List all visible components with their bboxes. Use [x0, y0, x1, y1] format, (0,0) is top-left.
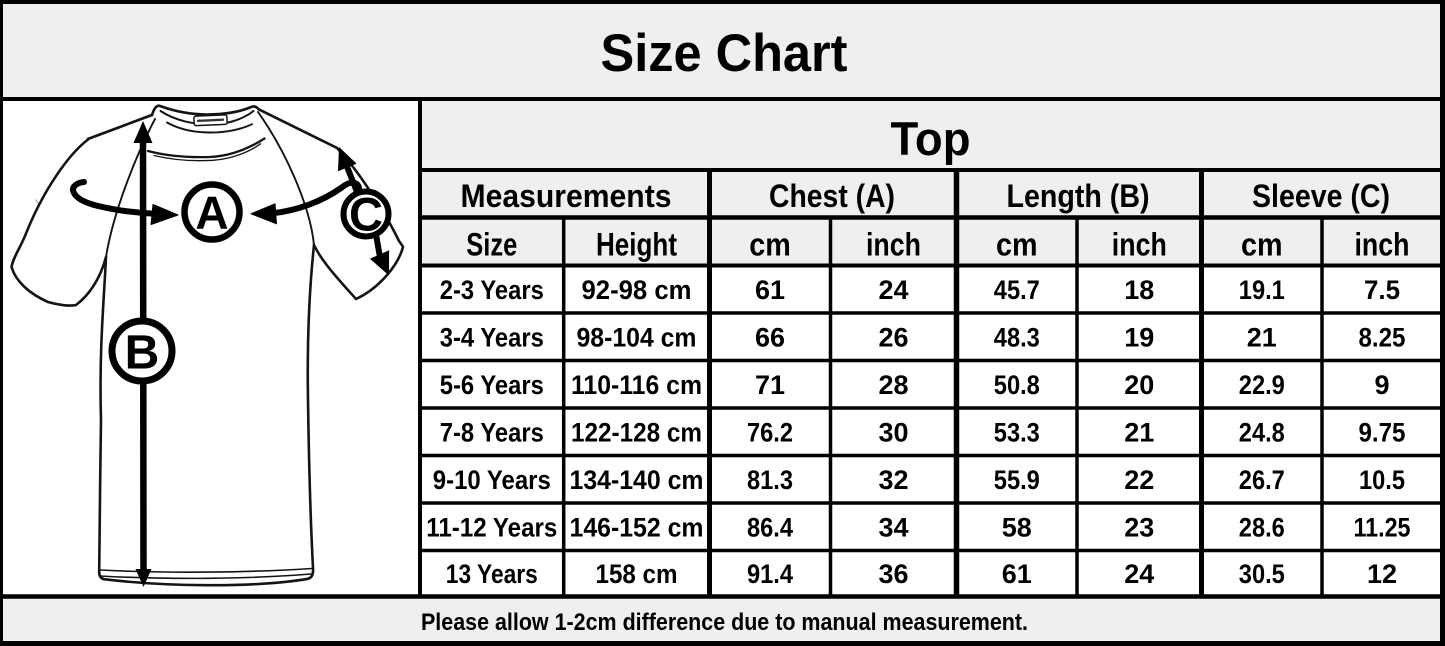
- svg-text:B: B: [125, 327, 160, 380]
- svg-text:30.5: 30.5: [1239, 559, 1285, 589]
- svg-text:81.3: 81.3: [747, 465, 793, 495]
- svg-text:Size: Size: [466, 227, 517, 263]
- svg-text:91.4: 91.4: [747, 559, 793, 589]
- svg-text:28.6: 28.6: [1239, 513, 1285, 543]
- svg-text:cm: cm: [1241, 227, 1283, 263]
- svg-text:53.3: 53.3: [994, 418, 1040, 448]
- svg-text:21: 21: [1247, 323, 1277, 353]
- svg-text:61: 61: [755, 275, 785, 305]
- svg-text:9.75: 9.75: [1359, 418, 1406, 448]
- svg-text:66: 66: [755, 323, 785, 353]
- svg-text:92-98 cm: 92-98 cm: [582, 275, 692, 305]
- svg-text:34: 34: [878, 513, 908, 543]
- svg-text:55.9: 55.9: [994, 465, 1040, 495]
- svg-text:2-3 Years: 2-3 Years: [440, 275, 544, 305]
- svg-text:10.5: 10.5: [1359, 465, 1405, 495]
- svg-text:7-8 Years: 7-8 Years: [440, 418, 544, 448]
- svg-text:23: 23: [1124, 513, 1154, 543]
- svg-text:22.9: 22.9: [1239, 370, 1285, 400]
- svg-text:28: 28: [878, 370, 908, 400]
- svg-text:26: 26: [878, 323, 908, 353]
- svg-text:Chest (A): Chest (A): [769, 178, 895, 214]
- svg-text:19.1: 19.1: [1239, 275, 1285, 305]
- svg-text:22: 22: [1124, 465, 1154, 495]
- svg-text:58: 58: [1002, 513, 1032, 543]
- svg-text:20: 20: [1124, 370, 1154, 400]
- svg-text:Top: Top: [891, 112, 971, 165]
- svg-text:24: 24: [1124, 559, 1154, 589]
- svg-text:32: 32: [878, 465, 908, 495]
- svg-text:18: 18: [1124, 275, 1154, 305]
- svg-text:24: 24: [878, 275, 908, 305]
- svg-text:26.7: 26.7: [1239, 465, 1285, 495]
- svg-text:Please allow 1-2cm difference: Please allow 1-2cm difference due to man…: [421, 609, 1028, 636]
- svg-text:Length (B): Length (B): [1007, 178, 1150, 214]
- svg-text:inch: inch: [1355, 227, 1410, 263]
- svg-text:134-140 cm: 134-140 cm: [570, 465, 704, 495]
- svg-text:19: 19: [1124, 323, 1154, 353]
- svg-text:Height: Height: [596, 227, 677, 263]
- svg-text:76.2: 76.2: [747, 418, 793, 448]
- svg-text:inch: inch: [866, 227, 921, 263]
- svg-text:8.25: 8.25: [1359, 323, 1406, 353]
- svg-text:30: 30: [878, 418, 908, 448]
- svg-text:36: 36: [878, 559, 908, 589]
- svg-text:45.7: 45.7: [994, 275, 1040, 305]
- svg-text:7.5: 7.5: [1364, 275, 1400, 305]
- svg-text:12: 12: [1367, 559, 1397, 589]
- svg-text:Size Chart: Size Chart: [601, 24, 848, 83]
- svg-text:50.8: 50.8: [994, 370, 1040, 400]
- svg-text:cm: cm: [996, 227, 1038, 263]
- svg-text:13 Years: 13 Years: [446, 559, 538, 589]
- svg-text:A: A: [195, 187, 228, 239]
- svg-text:inch: inch: [1112, 227, 1167, 263]
- svg-text:158 cm: 158 cm: [596, 559, 678, 589]
- svg-text:61: 61: [1002, 559, 1032, 589]
- svg-text:9: 9: [1374, 370, 1389, 400]
- svg-text:48.3: 48.3: [994, 323, 1040, 353]
- svg-text:9-10 Years: 9-10 Years: [433, 465, 551, 495]
- svg-text:3-4 Years: 3-4 Years: [440, 323, 544, 353]
- svg-text:11-12 Years: 11-12 Years: [426, 513, 557, 543]
- svg-text:122-128 cm: 122-128 cm: [571, 418, 702, 448]
- svg-text:110-116 cm: 110-116 cm: [571, 370, 702, 400]
- svg-text:Sleeve (C): Sleeve (C): [1252, 178, 1390, 214]
- svg-text:Measurements: Measurements: [461, 178, 672, 214]
- svg-text:146-152 cm: 146-152 cm: [570, 513, 704, 543]
- svg-text:5-6 Years: 5-6 Years: [440, 370, 544, 400]
- svg-text:71: 71: [755, 370, 785, 400]
- svg-text:11.25: 11.25: [1354, 513, 1411, 543]
- svg-text:21: 21: [1124, 418, 1154, 448]
- svg-text:C: C: [349, 188, 383, 241]
- svg-text:cm: cm: [749, 227, 791, 263]
- svg-text:98-104 cm: 98-104 cm: [577, 323, 697, 353]
- svg-text:86.4: 86.4: [747, 513, 793, 543]
- svg-text:24.8: 24.8: [1239, 418, 1285, 448]
